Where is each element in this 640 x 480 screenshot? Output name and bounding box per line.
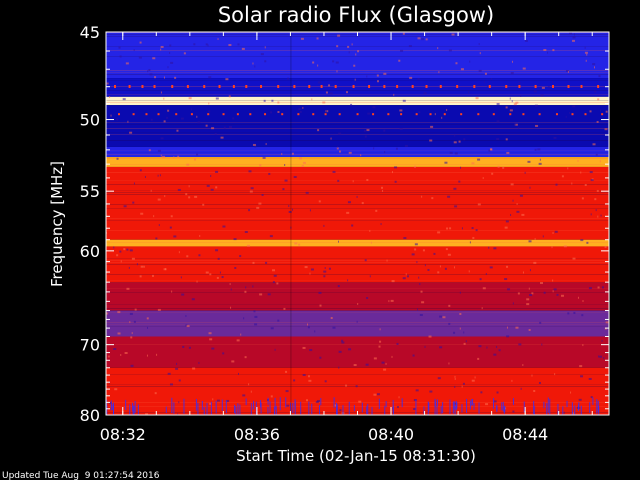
spectrogram-band (106, 310, 609, 337)
y-axis-label: Frequency [MHz] (48, 161, 66, 287)
spectrogram-band (106, 105, 609, 147)
y-tick-label: 70 (80, 336, 100, 355)
spectrogram-band (106, 78, 609, 97)
x-axis-label: Start Time (02-Jan-15 08:31:30) (236, 447, 476, 465)
y-tick-label: 50 (80, 111, 100, 130)
x-tick-label: 08:32 (100, 425, 146, 444)
plot-area (106, 32, 609, 415)
y-tick-label: 55 (80, 182, 100, 201)
x-axis-ticks: 08:32 08:36 08:40 08:44 (100, 32, 593, 444)
spectrogram-band (106, 282, 609, 311)
y-tick-label: 80 (80, 406, 100, 425)
chart-title: Solar radio Flux (Glasgow) (218, 3, 494, 27)
spectrogram-band (106, 146, 609, 158)
updated-timestamp: Updated Tue Aug 9 01:27:54 2016 (2, 471, 160, 480)
spectrogram-band (106, 96, 609, 106)
y-tick-label: 60 (80, 242, 100, 261)
y-tick-label: 45 (80, 23, 100, 42)
spectrogram-band (106, 239, 609, 247)
x-tick-label: 08:44 (502, 425, 548, 444)
spectrogram-band (106, 246, 609, 283)
spectrogram-band (106, 166, 609, 240)
x-tick-label: 08:36 (234, 425, 280, 444)
y-axis-ticks: 45 50 55 60 70 80 (80, 23, 609, 425)
spectrogram-band (106, 157, 609, 167)
spectrogram-band (106, 32, 609, 79)
spectrogram-band (106, 336, 609, 368)
x-tick-label: 08:40 (368, 425, 414, 444)
